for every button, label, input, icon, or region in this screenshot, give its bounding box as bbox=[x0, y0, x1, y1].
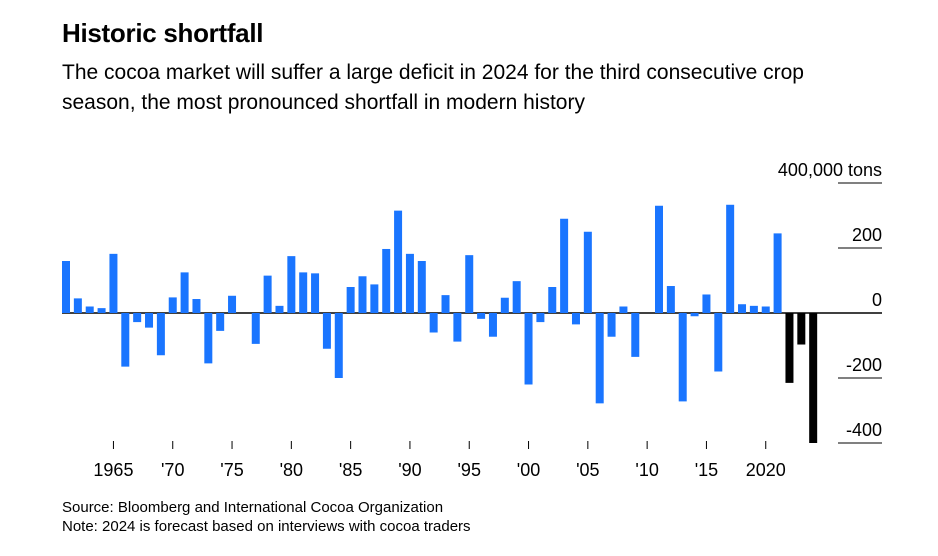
y-axis-labels: 400,000 tons 200 0 -200 -400 bbox=[778, 160, 882, 440]
bar-2017 bbox=[726, 204, 735, 313]
bar-2018 bbox=[738, 304, 747, 313]
y-tick-label: 400,000 tons bbox=[778, 160, 882, 180]
bar-2020 bbox=[761, 306, 770, 313]
bar-1962 bbox=[73, 298, 82, 314]
x-tick-label: '80 bbox=[280, 460, 303, 480]
x-tick-label: '75 bbox=[220, 460, 243, 480]
x-tick-label: '00 bbox=[517, 460, 540, 480]
bar-1978 bbox=[263, 275, 272, 314]
bar-1981 bbox=[299, 272, 308, 314]
bar-1975 bbox=[228, 295, 237, 313]
bar-1979 bbox=[275, 305, 284, 313]
bar-1986 bbox=[358, 276, 367, 313]
bar-1977 bbox=[251, 313, 260, 344]
bar-1980 bbox=[287, 256, 296, 314]
bar-2014 bbox=[690, 313, 699, 317]
bar-1965 bbox=[109, 253, 118, 313]
x-tick-label: '90 bbox=[398, 460, 421, 480]
bar-1997 bbox=[488, 313, 497, 337]
bar-2016 bbox=[714, 313, 723, 372]
x-tick-label: '05 bbox=[576, 460, 599, 480]
bar-1996 bbox=[477, 313, 486, 319]
bar-1985 bbox=[346, 287, 355, 313]
bar-2012 bbox=[666, 286, 675, 313]
x-tick-label: '15 bbox=[695, 460, 718, 480]
bar-1995 bbox=[465, 255, 474, 313]
bar-1974 bbox=[216, 313, 225, 331]
bar-2019 bbox=[749, 305, 758, 313]
chart-subtitle: The cocoa market will suffer a large def… bbox=[62, 61, 804, 114]
bar-1993 bbox=[441, 295, 450, 314]
bars bbox=[62, 204, 818, 443]
bar-1970 bbox=[168, 297, 177, 313]
bar-1983 bbox=[322, 313, 331, 349]
x-tick-label: '70 bbox=[161, 460, 184, 480]
x-tick-label: 1965 bbox=[93, 460, 133, 480]
bar-1972 bbox=[192, 299, 201, 313]
chart-title: Historic shortfall bbox=[62, 18, 264, 48]
x-tick-label: 2020 bbox=[746, 460, 786, 480]
bar-2007 bbox=[607, 313, 616, 337]
source-note: Source: Bloomberg and International Coco… bbox=[62, 499, 444, 516]
bar-1999 bbox=[512, 281, 521, 313]
bar-1964 bbox=[97, 308, 106, 314]
bar-1971 bbox=[180, 272, 189, 314]
bar-1961 bbox=[62, 261, 70, 313]
bar-1987 bbox=[370, 284, 379, 313]
y-tick-label: -200 bbox=[846, 355, 882, 375]
bar-2015 bbox=[702, 294, 711, 313]
bar-1982 bbox=[311, 273, 320, 313]
bar-2021 bbox=[773, 233, 782, 314]
bar-2009 bbox=[631, 313, 640, 357]
bar-1988 bbox=[382, 248, 391, 313]
bar-2003 bbox=[560, 218, 569, 313]
bar-1966 bbox=[121, 313, 130, 367]
bar-1969 bbox=[156, 313, 165, 356]
bar-1967 bbox=[133, 313, 142, 323]
bar-1989 bbox=[394, 210, 403, 314]
bar-1963 bbox=[85, 306, 94, 313]
bar-2001 bbox=[536, 313, 545, 323]
bar-1990 bbox=[405, 253, 414, 313]
bar-2023 bbox=[797, 313, 806, 345]
y-tick-label: 200 bbox=[852, 225, 882, 245]
y-tick-label: -400 bbox=[846, 420, 882, 440]
x-axis-labels: 1965 '70 '75 '80 '85 '90 '95 '00 '05 '10 '15 2020 bbox=[93, 441, 786, 480]
bar-2022 bbox=[785, 313, 794, 383]
y-tick-label: 0 bbox=[872, 290, 882, 310]
forecast-note: Note: 2024 is forecast based on intervie… bbox=[62, 518, 471, 535]
bar-2000 bbox=[524, 313, 533, 385]
bar-1984 bbox=[334, 313, 343, 378]
x-tick-label: '95 bbox=[458, 460, 481, 480]
bar-2013 bbox=[678, 313, 687, 402]
bar-2002 bbox=[548, 287, 557, 313]
bar-1998 bbox=[500, 297, 509, 313]
bar-2005 bbox=[583, 231, 592, 313]
bar-1968 bbox=[145, 313, 154, 328]
bar-2011 bbox=[655, 205, 663, 313]
bar-1973 bbox=[204, 313, 213, 364]
bar-1994 bbox=[453, 313, 462, 342]
bar-1991 bbox=[417, 261, 426, 313]
bar-2006 bbox=[595, 313, 604, 404]
x-tick-label: '85 bbox=[339, 460, 362, 480]
bar-2008 bbox=[619, 306, 628, 313]
bar-2004 bbox=[571, 313, 580, 325]
bar-1992 bbox=[429, 313, 438, 333]
bar-2024 bbox=[809, 313, 818, 443]
x-tick-label: '10 bbox=[635, 460, 658, 480]
